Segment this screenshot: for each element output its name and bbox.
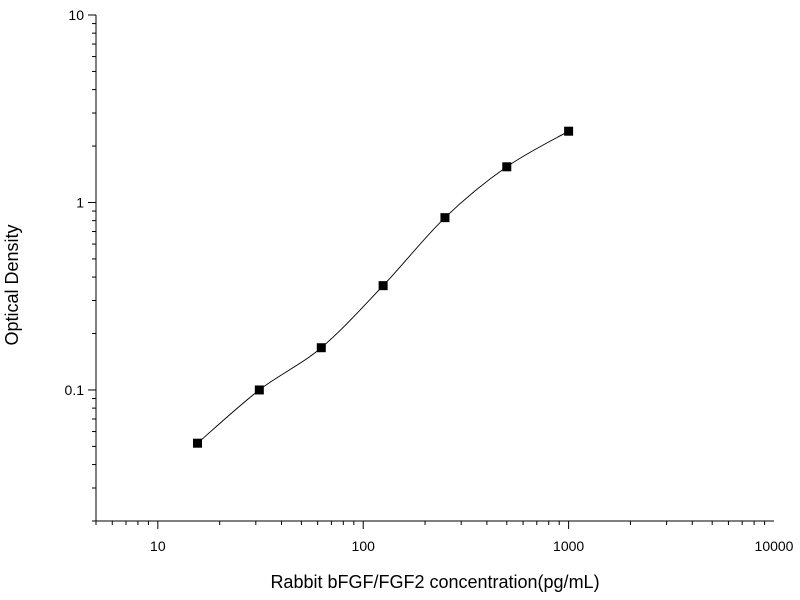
x-axis-tick-labels: 10 100 1000 10000 bbox=[150, 538, 794, 554]
axes: 10 100 1000 10000 0.1 1 10 bbox=[65, 7, 794, 554]
data-point-marker bbox=[502, 162, 512, 172]
x-tick-label-1000: 1000 bbox=[553, 538, 584, 554]
y-axis-tick-labels: 0.1 1 10 bbox=[65, 7, 85, 398]
data-markers bbox=[192, 126, 574, 448]
x-tick-label-100: 100 bbox=[352, 538, 376, 554]
data-point-marker bbox=[564, 126, 574, 136]
x-axis-ticks bbox=[95, 521, 766, 529]
y-tick-label-0-1: 0.1 bbox=[65, 382, 85, 398]
x-tick-label-10000: 10000 bbox=[755, 538, 794, 554]
y-tick-label-10: 10 bbox=[68, 7, 84, 23]
data-point-marker bbox=[254, 385, 264, 395]
x-axis-title: Rabbit bFGF/FGF2 concentration(pg/mL) bbox=[270, 572, 599, 592]
y-axis-title: Optical Density bbox=[2, 224, 22, 345]
x-tick-label-10: 10 bbox=[150, 538, 166, 554]
data-point-marker bbox=[440, 213, 450, 223]
plot-area bbox=[192, 126, 574, 448]
data-point-marker bbox=[192, 438, 202, 448]
data-point-marker bbox=[316, 343, 326, 353]
y-axis-ticks bbox=[88, 14, 96, 522]
data-point-marker bbox=[378, 281, 388, 291]
y-tick-label-1: 1 bbox=[76, 194, 84, 210]
